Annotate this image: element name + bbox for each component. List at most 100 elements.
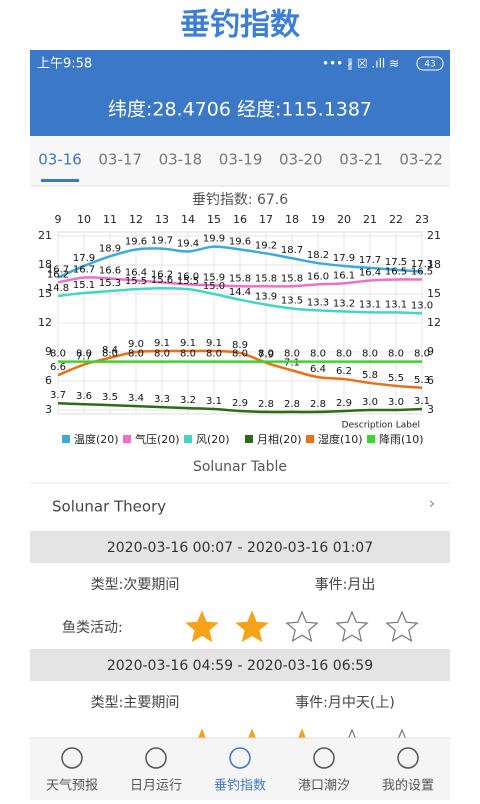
data-label: 3.1 [414, 396, 430, 407]
nav-label[interactable]: 天气预报 [46, 778, 98, 794]
data-label: 13.1 [385, 299, 407, 310]
date-tab[interactable]: 03-17 [98, 151, 142, 169]
annotation: Description Label [342, 421, 420, 431]
battery-level: 43 [424, 60, 435, 70]
data-label: 15.8 [229, 273, 251, 284]
period-header [30, 531, 450, 563]
data-label: 8.0 [232, 349, 248, 360]
date-tab[interactable]: 03-16 [38, 151, 82, 169]
data-label: 15.1 [73, 280, 95, 291]
data-label: 19.2 [255, 240, 277, 251]
star [385, 610, 419, 643]
series-line [57, 286, 423, 315]
date-tab[interactable]: 03-18 [159, 151, 203, 169]
series-line [57, 401, 423, 414]
solunar-theory[interactable]: Solunar Theory [52, 498, 166, 516]
data-label: 6.4 [310, 364, 326, 375]
x-tick-label: 15 [207, 213, 221, 226]
data-label: 16.0 [177, 271, 199, 282]
legend-swatch [62, 435, 70, 443]
y-tick-label: 12 [38, 316, 52, 329]
data-label: 3.4 [128, 393, 144, 404]
date-tab[interactable]: 03-20 [279, 151, 323, 169]
data-label: 13.2 [333, 298, 355, 309]
data-label: 15.5 [125, 276, 147, 287]
data-label: 17.3 [411, 259, 433, 270]
x-tick-label: 14 [181, 213, 195, 226]
y2-tick-label: 9 [427, 345, 434, 358]
solunar-title: Solunar Table [193, 459, 287, 475]
legend-swatch [306, 435, 314, 443]
data-label: 9.1 [180, 338, 196, 349]
data-label: 8.0 [414, 349, 430, 360]
data-label: 2.9 [232, 398, 248, 409]
legend-swatch [123, 435, 131, 443]
y2-tick-label: 12 [427, 316, 441, 329]
x-tick-label: 17 [259, 213, 273, 226]
nav-label[interactable]: 港口潮汐 [298, 778, 350, 794]
data-label: 17.9 [73, 253, 95, 264]
data-label: 15.0 [203, 281, 225, 292]
data-label: 14.8 [47, 283, 69, 294]
date-tab[interactable]: 03-21 [339, 151, 383, 169]
data-label: 2.8 [258, 399, 274, 410]
data-label: 6.2 [336, 366, 352, 377]
activity-label: 鱼类活动: [62, 619, 123, 636]
data-label: 15.3 [99, 278, 121, 289]
data-label: 8.0 [258, 349, 274, 360]
data-label: 3.6 [76, 391, 92, 402]
x-tick-label: 18 [285, 213, 299, 226]
data-label: 16.4 [359, 267, 381, 278]
data-label: 15.8 [255, 273, 277, 284]
star [335, 610, 369, 643]
nav-label[interactable]: 日月运行 [130, 779, 182, 794]
nav-label[interactable]: 垂钓指数 [214, 779, 266, 794]
y2-tick-label: 6 [427, 374, 434, 387]
y-tick-label: 21 [38, 229, 52, 242]
data-label: 8.0 [284, 349, 300, 360]
data-label: 17.5 [385, 257, 407, 268]
data-label: 3.0 [362, 397, 378, 408]
data-label: 5.3 [414, 375, 430, 386]
data-label: 19.7 [151, 236, 173, 247]
chevron[interactable]: › [429, 494, 435, 513]
period-header [30, 649, 450, 681]
data-label: 3.1 [206, 396, 222, 407]
data-label: 6.6 [50, 362, 66, 373]
x-tick-label: 11 [103, 213, 117, 226]
data-label: 5.8 [362, 370, 378, 381]
data-label: 8.0 [362, 349, 378, 360]
date-tab[interactable]: 03-19 [219, 151, 263, 169]
data-label: 16.5 [411, 267, 433, 278]
star [235, 610, 269, 643]
nav-label[interactable]: 我的设置 [382, 778, 434, 794]
data-label: 16.7 [73, 265, 95, 276]
periods: 2020-03-16 00:07 - 2020-03-16 01:07 类型:次要… [30, 531, 450, 761]
data-label: 16.2 [151, 269, 173, 280]
data-label: 14.4 [229, 287, 251, 298]
date-tab[interactable]: 03-22 [399, 151, 443, 169]
x-tick-label: 20 [337, 213, 351, 226]
data-label: 8.0 [310, 349, 326, 360]
star [285, 610, 319, 643]
data-label: 3.3 [154, 394, 170, 405]
legend-label: 湿度(10) [318, 432, 363, 446]
tab-underline [41, 179, 79, 182]
data-label: 8.0 [154, 349, 170, 360]
data-label: 7.9 [258, 350, 274, 361]
legend-swatch [184, 435, 192, 443]
y2-tick-label: 18 [427, 258, 441, 271]
data-label: 16.1 [333, 270, 355, 281]
nav-items: 天气预报 日月运行 垂钓指数 港口潮汐 我的设置 [46, 747, 434, 794]
data-label: 8.0 [388, 349, 404, 360]
nav-icon [229, 747, 251, 769]
data-label: 8.0 [180, 349, 196, 360]
data-label: 9.1 [154, 338, 170, 349]
data-label: 16.0 [307, 271, 329, 282]
data-label: 7.7 [76, 352, 92, 363]
data-label: 16.4 [125, 267, 147, 278]
data-label: 13.0 [411, 300, 433, 311]
nav-icon [145, 747, 167, 769]
header-bg [30, 50, 450, 136]
